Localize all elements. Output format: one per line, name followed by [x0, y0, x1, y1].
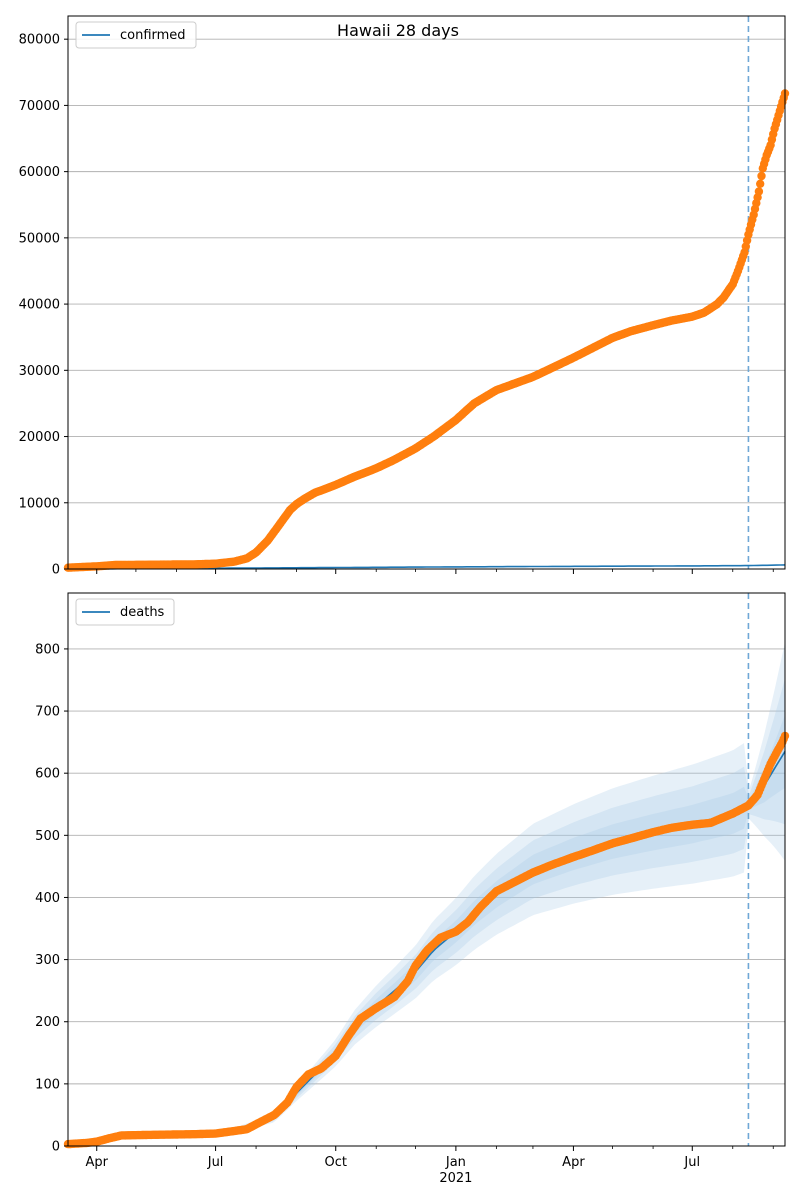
confirmed-legend-box [75, 21, 197, 49]
deaths-xtick-label: Jul [683, 1155, 700, 1170]
deaths-observed-points [63, 731, 790, 1149]
confirmed-ytick-label: 60000 [19, 165, 60, 180]
confirmed-legend: confirmed [75, 21, 197, 49]
deaths-xyear-label: 2021 [439, 1171, 472, 1186]
deaths-panel: 0 100 200 300 400 500 600 700 800 Apr Jul Oct Jan Apr… [35, 592, 790, 1186]
deaths-xtick-label: Oct [324, 1155, 346, 1170]
deaths-xtick-label: Apr [85, 1155, 108, 1170]
confirmed-observed-point [754, 187, 764, 196]
figure-title: Hawaii 28 days [337, 21, 459, 40]
deaths-legend-box [75, 598, 175, 626]
deaths-axes-frame [67, 592, 786, 1147]
deaths-ytick-label: 100 [35, 1077, 60, 1092]
confirmed-ytick-label: 80000 [19, 33, 60, 48]
confirmed-observed-points [63, 89, 790, 572]
confirmed-ytick-label: 70000 [19, 99, 60, 114]
confirmed-ytick-label: 50000 [19, 231, 60, 246]
deaths-ytick-label: 200 [35, 1015, 60, 1030]
deaths-ytick-label: 600 [35, 767, 60, 782]
deaths-legend-label: deaths [120, 605, 165, 620]
deaths-ytick-label: 400 [35, 891, 60, 906]
deaths-legend: deaths [75, 598, 175, 626]
deaths-grid [68, 648, 785, 1147]
confirmed-axes-frame [67, 15, 786, 570]
confirmed-ytick-label: 0 [52, 563, 60, 578]
deaths-ytick-label: 800 [35, 642, 60, 657]
confirmed-axes: 0 10000 20000 30000 40000 50000 60000 70000 8000… [19, 15, 786, 578]
confirmed-observed-point [756, 179, 765, 188]
confirmed-ytick-label: 10000 [19, 496, 60, 511]
deaths-ytick-label: 0 [52, 1140, 60, 1155]
deaths-ytick-label: 700 [35, 705, 60, 720]
deaths-xtick-label: Apr [562, 1155, 585, 1170]
confirmed-ytick-label: 40000 [19, 298, 60, 313]
confirmed-legend-label: confirmed [120, 28, 186, 43]
confirmed-ytick-label: 30000 [19, 364, 60, 379]
deaths-xtick-label: Jul [207, 1155, 224, 1170]
confirmed-panel: 0 10000 20000 30000 40000 50000 60000 70000 8000… [19, 15, 790, 578]
deaths-ytick-label: 500 [35, 829, 60, 844]
deaths-xtick-label: Jan [445, 1155, 466, 1170]
deaths-axes: 0 100 200 300 400 500 600 700 800 Apr Jul Oct Jan Apr… [35, 592, 786, 1186]
confirmed-observed-point [757, 171, 766, 181]
deaths-ytick-label: 300 [35, 953, 60, 968]
confirmed-ytick-label: 20000 [19, 430, 60, 445]
